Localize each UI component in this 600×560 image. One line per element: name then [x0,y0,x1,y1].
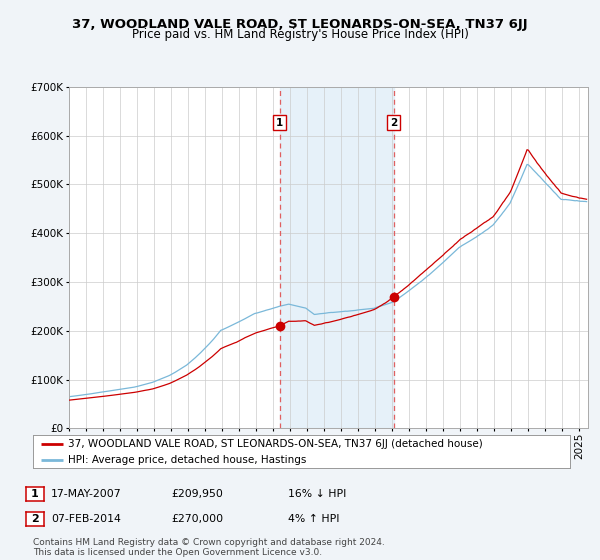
Text: £270,000: £270,000 [171,514,223,524]
Text: £209,950: £209,950 [171,489,223,499]
Text: 1: 1 [31,489,38,499]
Text: 17-MAY-2007: 17-MAY-2007 [51,489,122,499]
Text: 37, WOODLAND VALE ROAD, ST LEONARDS-ON-SEA, TN37 6JJ: 37, WOODLAND VALE ROAD, ST LEONARDS-ON-S… [72,18,528,31]
Bar [280,87,394,428]
Text: 07-FEB-2014: 07-FEB-2014 [51,514,121,524]
Text: 2: 2 [390,118,397,128]
Text: 2: 2 [31,514,38,524]
Text: 4% ↑ HPI: 4% ↑ HPI [288,514,340,524]
Text: Price paid vs. HM Land Registry's House Price Index (HPI): Price paid vs. HM Land Registry's House … [131,28,469,41]
Text: HPI: Average price, detached house, Hastings: HPI: Average price, detached house, Hast… [68,455,306,465]
Text: 1: 1 [276,118,283,128]
Text: Contains HM Land Registry data © Crown copyright and database right 2024.
This d: Contains HM Land Registry data © Crown c… [33,538,385,557]
Text: 16% ↓ HPI: 16% ↓ HPI [288,489,346,499]
Text: 37, WOODLAND VALE ROAD, ST LEONARDS-ON-SEA, TN37 6JJ (detached house): 37, WOODLAND VALE ROAD, ST LEONARDS-ON-S… [68,439,482,449]
